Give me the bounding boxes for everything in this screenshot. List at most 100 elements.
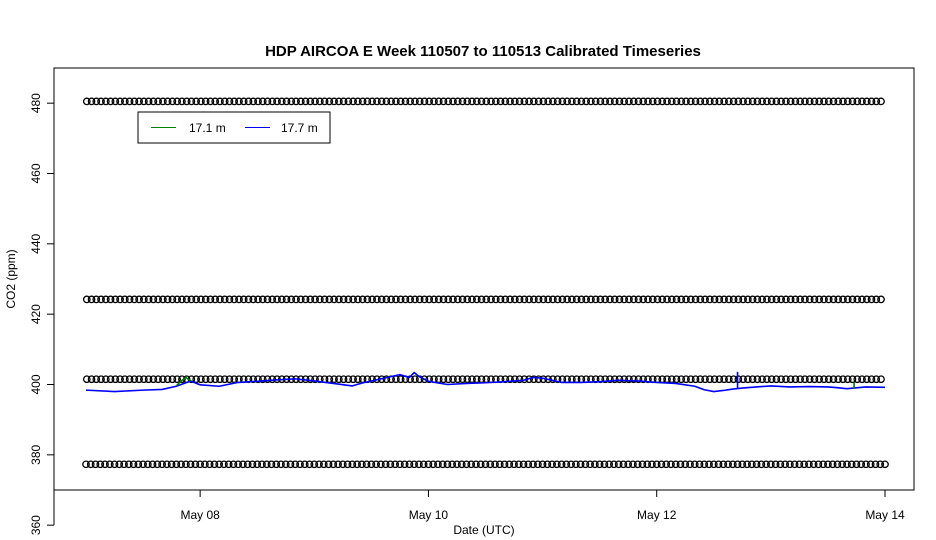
calibration-point-1-125 xyxy=(677,295,686,304)
calibration-point-1-121 xyxy=(658,295,667,304)
calibration-point-0-119 xyxy=(648,97,657,106)
calibration-point-2-78 xyxy=(453,375,462,384)
calibration-point-2-69 xyxy=(411,375,419,384)
calibration-point-1-6 xyxy=(111,295,120,304)
calibration-point-3-36 xyxy=(253,460,262,469)
calibration-point-2-24 xyxy=(197,375,205,384)
calibration-point-3-160 xyxy=(843,460,851,469)
calibration-point-0-27 xyxy=(211,97,220,106)
calibration-point-0-52 xyxy=(330,97,338,106)
calibration-point-0-153 xyxy=(810,97,819,106)
calibration-point-3-147 xyxy=(781,460,789,469)
calibration-point-0-127 xyxy=(686,97,695,106)
calibration-point-0-54 xyxy=(339,97,348,106)
calibration-point-2-77 xyxy=(449,375,457,384)
calibration-point-1-47 xyxy=(306,295,315,304)
calibration-point-0-53 xyxy=(335,97,343,106)
calibration-point-2-27 xyxy=(211,375,220,384)
calibration-point-0-32 xyxy=(235,97,243,106)
calibration-point-2-63 xyxy=(382,375,391,384)
calibration-point-2-14 xyxy=(149,375,158,384)
calibration-point-1-46 xyxy=(301,295,310,304)
calibration-point-2-48 xyxy=(311,375,319,384)
calibration-point-2-35 xyxy=(249,375,258,384)
calibration-point-2-13 xyxy=(144,375,153,384)
calibration-point-3-72 xyxy=(424,460,433,469)
calibration-point-0-87 xyxy=(496,97,505,106)
calibration-point-0-148 xyxy=(786,97,795,106)
calibration-point-3-3 xyxy=(96,460,105,469)
calibration-point-3-135 xyxy=(724,460,732,469)
calibration-point-0-95 xyxy=(534,97,543,106)
calibration-point-1-99 xyxy=(553,295,562,304)
calibration-point-2-28 xyxy=(216,375,224,384)
calibration-point-3-114 xyxy=(624,460,633,469)
calibration-point-3-134 xyxy=(719,460,728,469)
calibration-point-0-67 xyxy=(401,97,410,106)
calibration-point-0-160 xyxy=(843,97,852,106)
x-axis: May 08 May 10 May 12 May 14 xyxy=(180,490,905,522)
calibration-point-3-64 xyxy=(386,460,395,469)
calibration-point-0-74 xyxy=(434,97,443,106)
calibration-point-0-62 xyxy=(377,97,386,106)
calibration-point-0-147 xyxy=(782,97,790,106)
calibration-point-1-18 xyxy=(168,295,177,304)
calibration-point-1-44 xyxy=(292,295,300,304)
calibration-point-1-68 xyxy=(406,295,415,304)
calibration-point-1-123 xyxy=(667,295,676,304)
calibration-point-2-76 xyxy=(444,375,453,384)
calibration-point-3-79 xyxy=(457,460,466,469)
calibration-point-3-102 xyxy=(567,460,575,469)
calibration-point-0-81 xyxy=(468,97,476,106)
calibration-point-3-117 xyxy=(638,460,647,469)
calibration-point-0-76 xyxy=(444,97,453,106)
calibration-point-3-47 xyxy=(305,460,314,469)
calibration-point-0-165 xyxy=(867,97,876,106)
calibration-point-0-91 xyxy=(515,97,524,106)
calibration-point-2-124 xyxy=(672,375,681,384)
calibration-point-0-65 xyxy=(392,97,400,106)
calibration-point-1-145 xyxy=(772,295,781,304)
calibration-point-3-37 xyxy=(258,460,266,469)
calibration-point-3-131 xyxy=(705,460,713,469)
calibration-point-0-110 xyxy=(606,97,614,106)
calibration-point-0-164 xyxy=(862,97,871,106)
calibration-point-3-110 xyxy=(605,460,614,469)
calibration-point-3-11 xyxy=(134,460,143,469)
calibration-point-0-48 xyxy=(311,97,319,106)
calibration-point-2-111 xyxy=(610,375,619,384)
calibration-point-1-34 xyxy=(244,295,253,304)
calibration-point-0-99 xyxy=(553,97,562,106)
calibration-point-3-137 xyxy=(733,460,742,469)
calibration-point-0-18 xyxy=(168,97,177,106)
calibration-point-2-145 xyxy=(772,375,781,384)
calibration-point-1-160 xyxy=(843,295,852,304)
calibration-point-3-60 xyxy=(367,460,376,469)
calibration-point-3-10 xyxy=(129,460,138,469)
calibration-point-0-128 xyxy=(691,97,700,106)
calibration-point-1-83 xyxy=(477,295,486,304)
calibration-point-0-134 xyxy=(720,97,728,106)
calibration-point-1-0 xyxy=(82,295,91,304)
chart-title: HDP AIRCOA E Week 110507 to 110513 Calib… xyxy=(265,43,701,60)
calibration-point-3-141 xyxy=(752,460,761,469)
calibration-point-0-155 xyxy=(820,97,828,106)
calibration-point-3-164 xyxy=(862,460,870,469)
calibration-point-1-76 xyxy=(444,295,453,304)
calibration-point-0-85 xyxy=(487,97,495,106)
calibration-point-0-57 xyxy=(354,97,362,106)
calibration-point-0-66 xyxy=(396,97,405,106)
calibration-point-1-1 xyxy=(87,295,96,304)
calibration-point-1-31 xyxy=(230,295,239,304)
calibration-point-1-33 xyxy=(239,295,248,304)
calibration-point-0-113 xyxy=(620,97,629,106)
calibration-point-1-19 xyxy=(173,295,182,304)
calibration-point-3-5 xyxy=(105,460,114,469)
calibration-point-2-60 xyxy=(368,375,376,384)
calibration-point-3-33 xyxy=(239,460,247,469)
calibration-point-3-127 xyxy=(686,460,694,469)
calibration-point-1-107 xyxy=(591,295,600,304)
calibration-point-0-117 xyxy=(639,97,648,106)
calibration-point-3-96 xyxy=(538,460,547,469)
calibration-point-1-148 xyxy=(786,295,795,304)
